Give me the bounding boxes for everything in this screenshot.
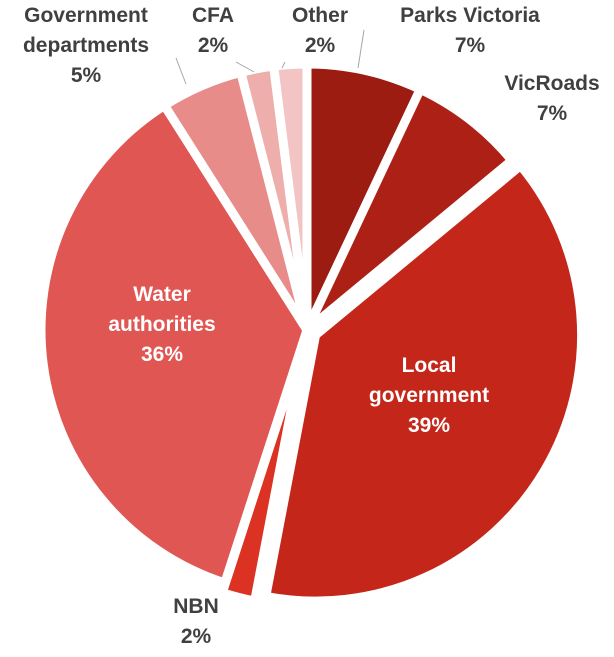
slice-label-water-authorities: Water authorities 36% xyxy=(108,283,215,366)
slice-value-label: 2% xyxy=(305,34,336,57)
pie-slice-water-authorities xyxy=(36,100,312,588)
slice-value-label: 39% xyxy=(408,414,450,437)
slice-label-parks-victoria: Parks Victoria 7% xyxy=(400,4,540,57)
slice-value-label: 2% xyxy=(198,34,229,57)
slice-label-local-government: Local government 39% xyxy=(369,354,489,437)
slice-name-label: VicRoads xyxy=(504,72,599,95)
slice-label-other: Other 2% xyxy=(292,4,348,57)
slice-name-label: CFA xyxy=(192,4,234,27)
slice-name-label: departments xyxy=(23,34,149,57)
slice-name-label: NBN xyxy=(173,595,219,618)
slice-label-government-departments: Government departments 5% xyxy=(23,4,149,87)
pie-slice-local-government xyxy=(261,161,587,606)
slice-value-label: 5% xyxy=(71,64,102,87)
leader-line-other xyxy=(281,61,286,69)
pie-slice-other xyxy=(269,59,312,335)
slice-label-nbn: NBN 2% xyxy=(173,595,219,648)
leader-line-government-departments xyxy=(175,57,187,85)
slice-value-label: 7% xyxy=(455,34,486,57)
slice-label-vicroads: VicRoads 7% xyxy=(504,72,599,125)
slice-name-label: government xyxy=(369,384,489,407)
slice-name-label: Water xyxy=(133,283,191,306)
slice-name-label: Local xyxy=(402,354,457,377)
slice-name-label: authorities xyxy=(108,313,215,336)
slice-value-label: 36% xyxy=(141,343,183,366)
slice-name-label: Government xyxy=(24,4,148,27)
leader-line-cfa xyxy=(235,61,255,73)
pie-slice-vicroads xyxy=(302,84,517,335)
leader-line-parks-victoria xyxy=(357,29,365,69)
slice-label-cfa: CFA 2% xyxy=(192,4,234,57)
slice-value-label: 2% xyxy=(181,625,212,648)
slice-name-label: Other xyxy=(292,4,348,27)
slice-name-label: Parks Victoria xyxy=(400,4,540,27)
slice-value-label: 7% xyxy=(537,102,568,125)
